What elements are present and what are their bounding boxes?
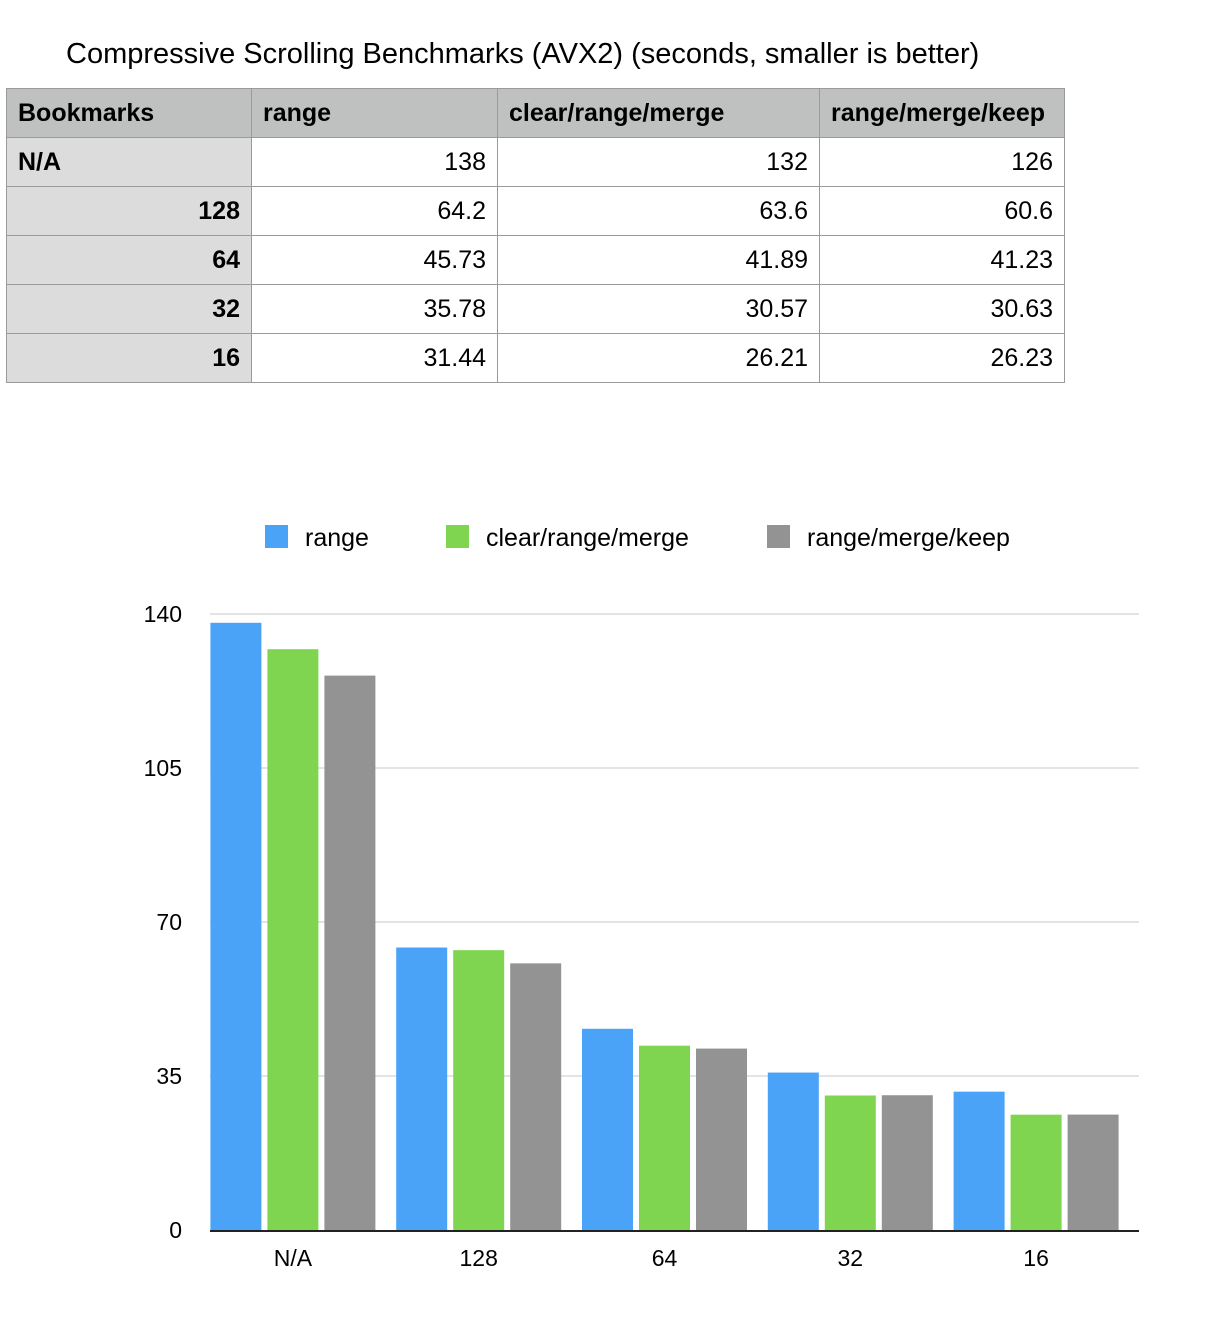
x-tick-label: 64 (652, 1245, 678, 1271)
bar (1010, 1114, 1062, 1230)
table-cell: 30.57 (497, 284, 820, 334)
bar (639, 1045, 690, 1230)
x-tick-label: 128 (460, 1245, 498, 1271)
bar (510, 963, 562, 1230)
y-tick-label: 140 (144, 601, 182, 627)
table-cell: 64.2 (251, 186, 498, 236)
table-cell: 31.44 (251, 333, 498, 383)
bar (324, 675, 376, 1230)
table-cell: 41.89 (497, 235, 820, 285)
table-cell: 41.23 (819, 235, 1065, 285)
table-cell: 138 (251, 137, 498, 187)
row-label: N/A (6, 137, 252, 187)
table-row: 128 64.2 63.6 60.6 (6, 186, 1065, 236)
legend-swatch (767, 525, 790, 548)
bar (953, 1091, 1005, 1230)
y-tick-label: 0 (169, 1217, 182, 1243)
table-row: 64 45.73 41.89 41.23 (6, 235, 1065, 285)
table-cell: 60.6 (819, 186, 1065, 236)
bar (267, 649, 319, 1230)
legend-swatch (446, 525, 469, 548)
x-axis-ticks: N/A 128 64 32 16 (274, 1245, 1049, 1271)
benchmark-table: Bookmarks range clear/range/merge range/… (6, 88, 1065, 383)
bar (1067, 1114, 1119, 1230)
table-cell: 26.21 (497, 333, 820, 383)
page-title: Compressive Scrolling Benchmarks (AVX2) … (66, 38, 980, 70)
y-tick-label: 105 (144, 755, 182, 781)
y-tick-label: 70 (156, 909, 182, 935)
row-label: 128 (6, 186, 252, 236)
bar (582, 1028, 633, 1230)
legend-label: range/merge/keep (807, 524, 1010, 552)
legend-label: clear/range/merge (486, 524, 689, 552)
table-cell: 132 (497, 137, 820, 187)
table-cell: 26.23 (819, 333, 1065, 383)
row-label: 32 (6, 284, 252, 334)
bar (767, 1072, 819, 1230)
bar (696, 1048, 747, 1230)
row-label: 16 (6, 333, 252, 383)
chart-legend: range clear/range/merge range/merge/keep (265, 524, 1010, 552)
bar (210, 622, 262, 1230)
legend-label: range (305, 524, 369, 552)
bar (881, 1095, 933, 1230)
x-tick-label: 32 (838, 1245, 864, 1271)
y-axis-ticks: 0 35 70 105 140 (144, 601, 182, 1243)
row-label: 64 (6, 235, 252, 285)
bar (824, 1095, 876, 1230)
table-row: 16 31.44 26.21 26.23 (6, 333, 1065, 383)
header-range: range (251, 88, 498, 138)
bar (453, 950, 505, 1230)
chart-bars (210, 622, 1119, 1230)
y-tick-label: 35 (156, 1063, 182, 1089)
table-header-row: Bookmarks range clear/range/merge range/… (6, 88, 1065, 138)
x-tick-label: 16 (1023, 1245, 1049, 1271)
x-tick-label: N/A (274, 1245, 313, 1271)
legend-swatch (265, 525, 288, 548)
table-row: 32 35.78 30.57 30.63 (6, 284, 1065, 334)
table-cell: 30.63 (819, 284, 1065, 334)
table-row: N/A 138 132 126 (6, 137, 1065, 187)
bar (396, 947, 448, 1230)
table-cell: 45.73 (251, 235, 498, 285)
header-bookmarks: Bookmarks (6, 88, 252, 138)
header-clear-range-merge: clear/range/merge (497, 88, 820, 138)
